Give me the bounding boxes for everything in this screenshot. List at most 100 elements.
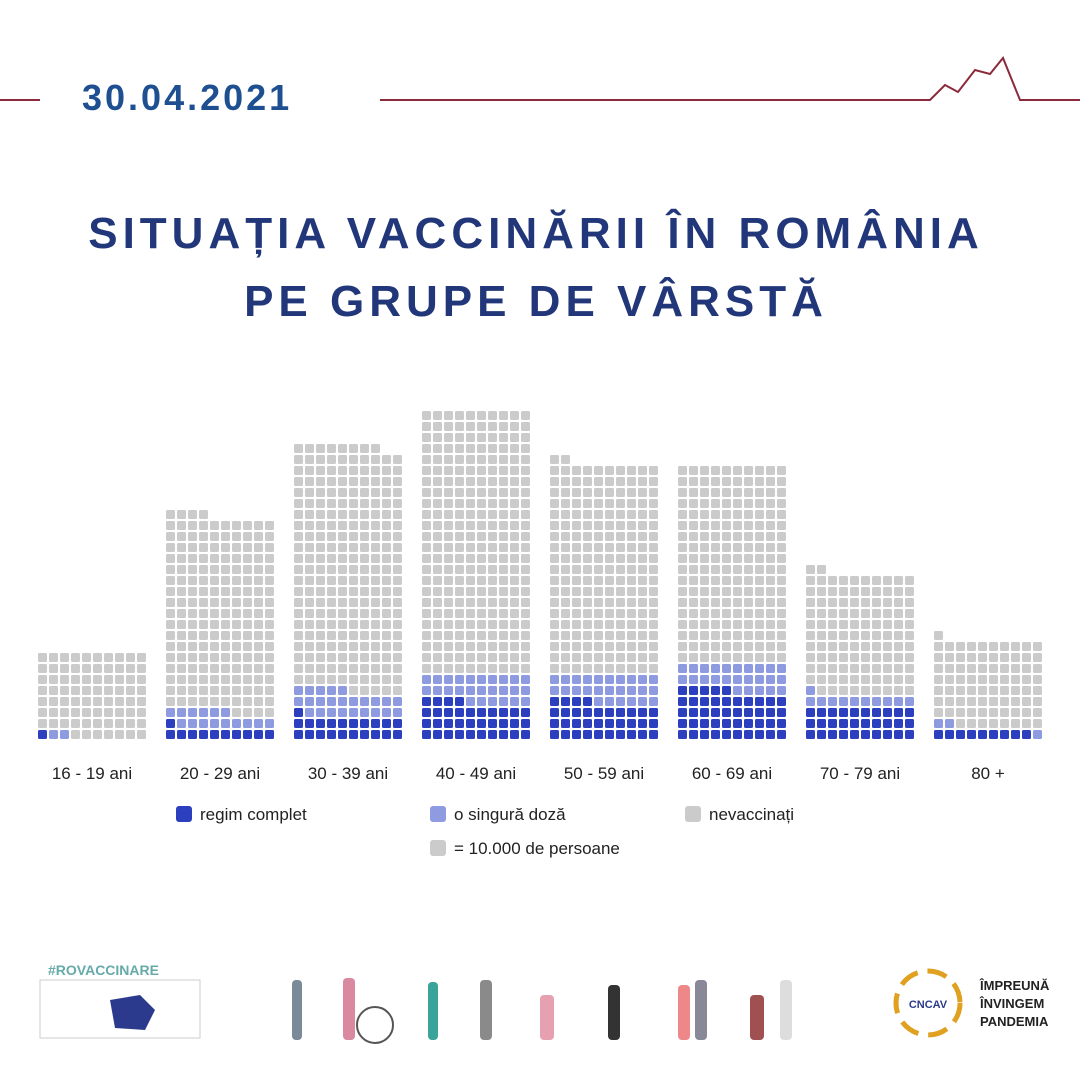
waffle-cell — [188, 642, 197, 651]
waffle-cell — [510, 554, 519, 563]
waffle-cell — [550, 521, 559, 530]
waffle-cell — [550, 587, 559, 596]
waffle-cell — [828, 719, 837, 728]
waffle-cell — [638, 488, 647, 497]
waffle-cell — [817, 609, 826, 618]
waffle-cell — [733, 631, 742, 640]
waffle-cell — [1000, 708, 1009, 717]
legend-label: regim complet — [200, 805, 307, 824]
waffle-cell — [649, 488, 658, 497]
waffle-cell — [722, 686, 731, 695]
waffle-cell — [360, 675, 369, 684]
waffle-cell — [777, 686, 786, 695]
waffle-cell — [338, 675, 347, 684]
waffle-cell — [382, 653, 391, 662]
waffle-cell — [316, 510, 325, 519]
waffle-cell — [550, 598, 559, 607]
waffle-cell — [210, 543, 219, 552]
waffle-cell — [638, 631, 647, 640]
waffle-cell — [711, 631, 720, 640]
waffle-cell — [188, 686, 197, 695]
waffle-cell — [477, 488, 486, 497]
waffle-cell — [766, 642, 775, 651]
waffle-cell — [488, 697, 497, 706]
waffle-cell — [967, 642, 976, 651]
waffle-cell — [199, 576, 208, 585]
waffle-cell — [583, 532, 592, 541]
waffle-cell — [755, 543, 764, 552]
waffle-cell — [393, 477, 402, 486]
waffle-cell — [521, 708, 530, 717]
waffle-cell — [422, 664, 431, 673]
waffle-cell — [806, 576, 815, 585]
waffle-cell — [444, 433, 453, 442]
waffle-cell — [733, 697, 742, 706]
waffle-cell — [499, 477, 508, 486]
waffle-cell — [316, 664, 325, 673]
waffle-cell — [700, 499, 709, 508]
waffle-cell — [766, 466, 775, 475]
waffle-cell — [477, 587, 486, 596]
waffle-cell — [433, 455, 442, 464]
waffle-cell — [455, 422, 464, 431]
waffle-cell — [839, 620, 848, 629]
waffle-cell — [861, 620, 870, 629]
waffle-cell — [349, 477, 358, 486]
waffle-cell — [521, 631, 530, 640]
waffle-cell — [521, 697, 530, 706]
waffle-cell — [755, 664, 764, 673]
waffle-cell — [678, 730, 687, 739]
waffle-cell — [777, 598, 786, 607]
waffle-cell — [711, 576, 720, 585]
waffle-cell — [499, 510, 508, 519]
waffle-cell — [488, 620, 497, 629]
waffle-cell — [755, 565, 764, 574]
waffle-cell — [338, 664, 347, 673]
waffle-cell — [521, 532, 530, 541]
waffle-cell — [733, 532, 742, 541]
waffle-cell — [605, 565, 614, 574]
waffle-cell — [766, 587, 775, 596]
waffle-cell — [393, 576, 402, 585]
waffle-cell — [583, 554, 592, 563]
waffle-cell — [583, 675, 592, 684]
waffle-cell — [488, 576, 497, 585]
waffle-cell — [616, 477, 625, 486]
waffle-cell — [722, 653, 731, 662]
waffle-cell — [627, 521, 636, 530]
waffle-cell — [305, 576, 314, 585]
waffle-cell — [327, 620, 336, 629]
waffle-cell — [305, 587, 314, 596]
waffle-cell — [561, 554, 570, 563]
waffle-cell — [744, 565, 753, 574]
waffle-cell — [883, 587, 892, 596]
waffle-cell — [733, 466, 742, 475]
waffle-cell — [49, 675, 58, 684]
waffle-cell — [115, 730, 124, 739]
waffle-cell — [327, 543, 336, 552]
waffle-cell — [806, 708, 815, 717]
waffle-cell — [777, 499, 786, 508]
waffle-cell — [360, 532, 369, 541]
waffle-cell — [989, 708, 998, 717]
waffle-cell — [616, 697, 625, 706]
waffle-cell — [166, 543, 175, 552]
waffle-cell — [722, 697, 731, 706]
waffle-cell — [839, 576, 848, 585]
waffle-cell — [561, 686, 570, 695]
waffle-cell — [649, 620, 658, 629]
waffle-cell — [382, 455, 391, 464]
waffle-cell — [444, 609, 453, 618]
waffle-cell — [455, 719, 464, 728]
waffle-cell — [349, 554, 358, 563]
waffle-cell — [638, 730, 647, 739]
waffle-cell — [254, 686, 263, 695]
waffle-cell — [466, 466, 475, 475]
waffle-cell — [327, 444, 336, 453]
waffle-cell — [188, 719, 197, 728]
waffle-cell — [499, 576, 508, 585]
waffle-cell — [956, 686, 965, 695]
waffle-cell — [210, 609, 219, 618]
waffle-cell — [572, 587, 581, 596]
waffle-cell — [243, 697, 252, 706]
